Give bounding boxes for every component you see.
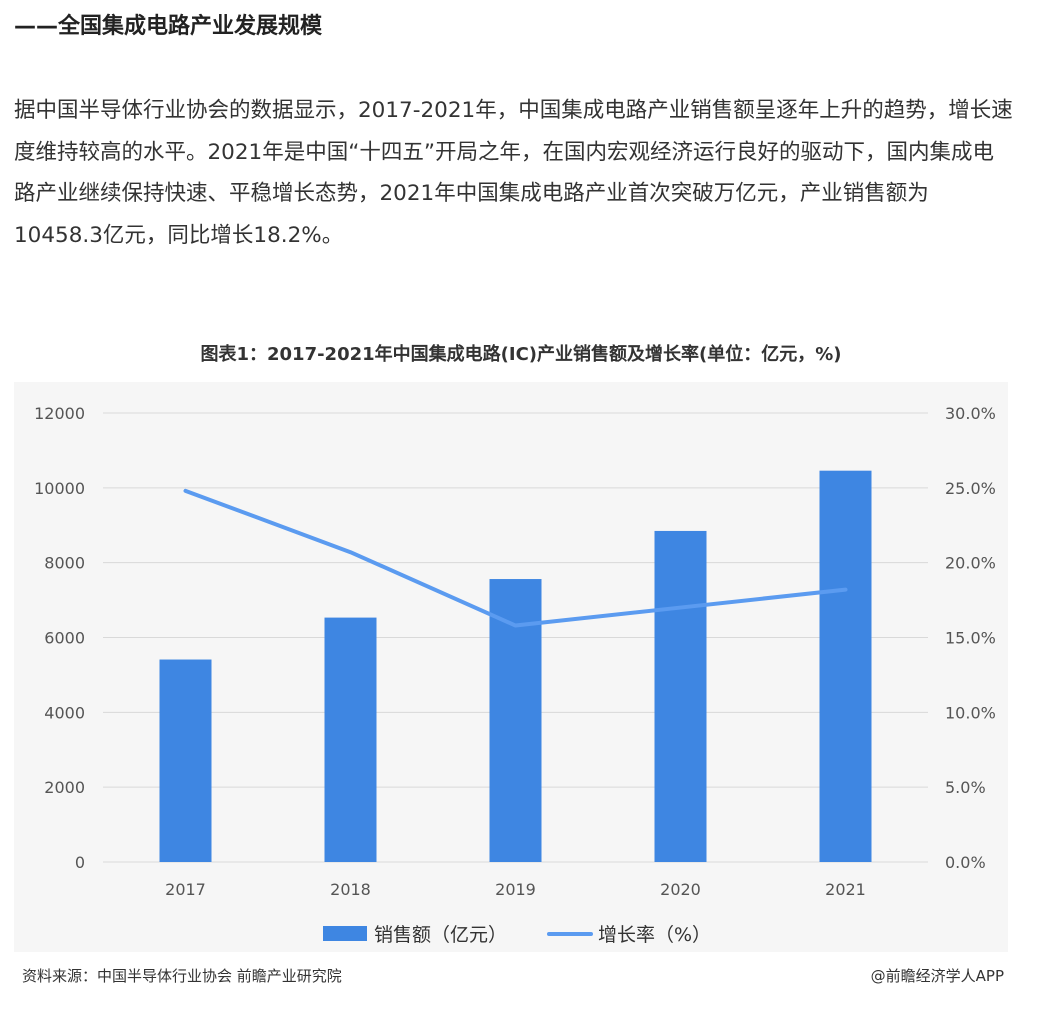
right-tick-label: 10.0%	[945, 703, 996, 722]
bar-2020	[654, 530, 707, 862]
left-tick-label: 12000	[34, 404, 85, 423]
right-tick-label: 30.0%	[945, 404, 996, 423]
left-tick-label: 0	[75, 853, 85, 872]
chart-legend: 销售额（亿元） 增长率（%）	[323, 924, 711, 946]
left-tick-label: 6000	[44, 629, 85, 648]
right-axis-ticks: 0.0% 5.0% 10.0% 15.0% 20.0% 25.0% 30.0%	[945, 404, 996, 872]
left-tick-label: 4000	[44, 703, 85, 722]
right-tick-label: 0.0%	[945, 853, 986, 872]
legend-bar-swatch	[323, 926, 367, 941]
x-tick-label: 2019	[495, 880, 536, 899]
bar-2021	[819, 470, 872, 862]
left-tick-label: 2000	[44, 778, 85, 797]
left-axis-ticks: 0 2000 4000 6000 8000 10000 12000	[34, 404, 85, 872]
intro-paragraph: 据中国半导体行业协会的数据显示，2017-2021年，中国集成电路产业销售额呈逐…	[14, 98, 1013, 248]
legend-bar-label: 销售额（亿元）	[374, 924, 507, 946]
x-tick-label: 2021	[825, 880, 866, 899]
left-tick-label: 8000	[44, 554, 85, 573]
credit-note: @前瞻经济学人APP	[870, 967, 1004, 985]
chart-title: 图表1：2017-2021年中国集成电路(IC)产业销售额及增长率(单位：亿元，…	[200, 344, 842, 365]
growth-rate-line	[183, 488, 848, 628]
x-tick-label: 2018	[330, 880, 371, 899]
x-axis-labels: 2017 2018 2019 2020 2021	[165, 880, 866, 899]
left-tick-label: 10000	[34, 479, 85, 498]
line-series	[183, 488, 848, 628]
bar-2018	[324, 617, 377, 862]
section-heading: ——全国集成电路产业发展规模	[14, 14, 323, 39]
right-tick-label: 20.0%	[945, 554, 996, 573]
right-tick-label: 15.0%	[945, 629, 996, 648]
bar-2017	[159, 659, 212, 862]
x-tick-label: 2017	[165, 880, 206, 899]
bar-2019	[489, 579, 542, 862]
source-note: 资料来源：中国半导体行业协会 前瞻产业研究院	[22, 967, 342, 985]
bar-series	[159, 470, 872, 862]
right-tick-label: 5.0%	[945, 778, 986, 797]
legend-line-label: 增长率（%）	[598, 924, 711, 946]
right-tick-label: 25.0%	[945, 479, 996, 498]
x-tick-label: 2020	[660, 880, 701, 899]
